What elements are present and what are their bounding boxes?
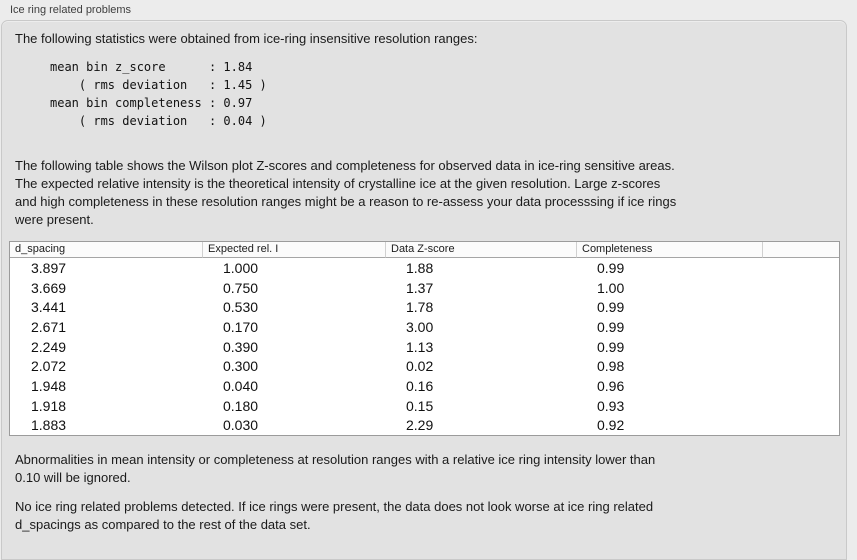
cell-data-z-score: 1.78 <box>406 299 434 316</box>
column-header-completeness[interactable]: Completeness <box>576 242 762 258</box>
cell-data-z-score: 2.29 <box>406 417 434 434</box>
conclusion-text: No ice ring related problems detected. I… <box>15 499 654 532</box>
cell-expected-rel-i: 0.300 <box>223 358 259 375</box>
table-row[interactable]: 3.897 1.000 1.88 0.99 <box>10 258 839 278</box>
cell-completeness: 0.96 <box>597 377 625 394</box>
cell-data-z-score: 0.02 <box>406 358 434 375</box>
panel-title: Ice ring related problems <box>10 4 132 16</box>
ice-ring-table: d_spacing Expected rel. I Data Z-score C… <box>9 241 840 437</box>
cell-d-spacing: 2.249 <box>31 338 67 355</box>
cell-data-z-score: 0.15 <box>406 397 434 414</box>
cell-d-spacing: 2.072 <box>31 358 67 375</box>
cell-completeness: 0.93 <box>597 397 625 414</box>
cell-completeness: 0.99 <box>597 318 625 335</box>
cell-d-spacing: 1.948 <box>31 377 67 394</box>
table-row[interactable]: 1.918 0.180 0.15 0.93 <box>10 396 839 416</box>
description-text: The following table shows the Wilson plo… <box>15 158 677 227</box>
cell-data-z-score: 1.88 <box>406 259 434 276</box>
cell-spacer <box>762 278 839 298</box>
cell-data-z-score: 1.13 <box>406 338 434 355</box>
table-header-row: d_spacing Expected rel. I Data Z-score C… <box>10 242 839 258</box>
table-row[interactable]: 3.441 0.530 1.78 0.99 <box>10 297 839 317</box>
column-header-d-spacing[interactable]: d_spacing <box>10 242 202 258</box>
cell-d-spacing: 1.883 <box>31 417 67 434</box>
cell-expected-rel-i: 0.030 <box>223 417 259 434</box>
cell-d-spacing: 3.897 <box>31 259 67 276</box>
cell-spacer <box>762 317 839 337</box>
cell-data-z-score: 3.00 <box>406 318 434 335</box>
cell-spacer <box>762 416 839 436</box>
table-row[interactable]: 1.948 0.040 0.16 0.96 <box>10 376 839 396</box>
cell-expected-rel-i: 0.170 <box>223 318 259 335</box>
cell-completeness: 0.99 <box>597 338 625 355</box>
table-row[interactable]: 3.669 0.750 1.37 1.00 <box>10 278 839 298</box>
cell-d-spacing: 3.669 <box>31 279 67 296</box>
cell-spacer <box>762 297 839 317</box>
stats-block: mean bin z_score : 1.84 ( rms deviation … <box>50 60 267 128</box>
cell-spacer <box>762 356 839 376</box>
column-header-data-z-score[interactable]: Data Z-score <box>385 242 576 258</box>
table-row[interactable]: 2.072 0.300 0.02 0.98 <box>10 356 839 376</box>
cell-data-z-score: 0.16 <box>406 377 434 394</box>
intro-text: The following statistics were obtained f… <box>15 31 478 46</box>
cell-expected-rel-i: 0.530 <box>223 299 259 316</box>
cell-expected-rel-i: 0.390 <box>223 338 259 355</box>
table-row[interactable]: 2.671 0.170 3.00 0.99 <box>10 317 839 337</box>
cell-spacer <box>762 337 839 357</box>
cell-data-z-score: 1.37 <box>406 279 434 296</box>
cell-completeness: 0.98 <box>597 358 625 375</box>
cell-expected-rel-i: 1.000 <box>223 259 259 276</box>
cell-d-spacing: 1.918 <box>31 397 67 414</box>
column-header-expected-rel-i[interactable]: Expected rel. I <box>202 242 385 258</box>
cell-completeness: 0.99 <box>597 299 625 316</box>
cell-expected-rel-i: 0.040 <box>223 377 259 394</box>
cell-d-spacing: 3.441 <box>31 299 67 316</box>
table-row[interactable]: 2.249 0.390 1.13 0.99 <box>10 337 839 357</box>
cell-completeness: 0.92 <box>597 417 625 434</box>
ice-ring-report-panel: The following statistics were obtained f… <box>1 20 847 560</box>
cell-spacer <box>762 396 839 416</box>
cell-completeness: 0.99 <box>597 259 625 276</box>
cell-spacer <box>762 376 839 396</box>
cell-expected-rel-i: 0.750 <box>223 279 259 296</box>
ignore-note-text: Abnormalities in mean intensity or compl… <box>15 452 656 485</box>
column-header-spacer <box>762 242 839 258</box>
cell-spacer <box>762 258 839 278</box>
cell-d-spacing: 2.671 <box>31 318 67 335</box>
table-row[interactable]: 1.883 0.030 2.29 0.92 <box>10 416 839 436</box>
cell-expected-rel-i: 0.180 <box>223 397 259 414</box>
cell-completeness: 1.00 <box>597 279 625 296</box>
